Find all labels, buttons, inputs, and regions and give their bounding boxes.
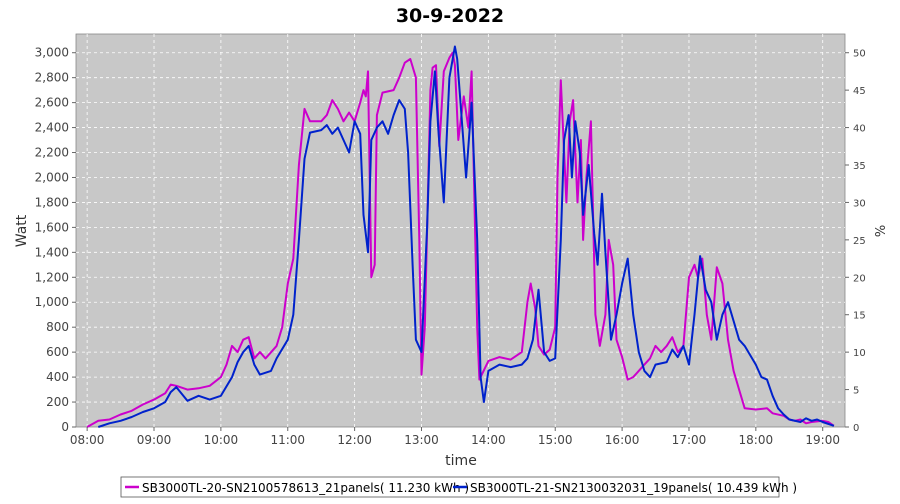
y2-tick-label: 20 <box>853 273 866 284</box>
x-tick-label: 09:00 <box>137 433 172 447</box>
x-tick-label: 18:00 <box>739 433 774 447</box>
y2-tick-label: 45 <box>853 86 866 97</box>
y-tick-label: 1,600 <box>35 220 69 234</box>
x-tick-label: 16:00 <box>605 433 640 447</box>
y-tick-label: 800 <box>46 320 69 334</box>
x-tick-label: 08:00 <box>70 433 105 447</box>
y-axis-right: 0 5 10 15 20 25 30 35 40 45 50 <box>845 49 866 434</box>
x-tick-label: 17:00 <box>672 433 707 447</box>
series-lines <box>86 45 835 428</box>
y-tick-label: 1,800 <box>35 195 69 209</box>
x-tick-label: 11:00 <box>270 433 305 447</box>
y-tick-label: 2,200 <box>35 146 69 160</box>
y2-tick-label: 25 <box>853 236 866 247</box>
y2-tick-label: 10 <box>853 348 866 359</box>
series-line-2 <box>97 45 835 428</box>
y-tick-label: 2,400 <box>35 121 69 135</box>
chart-title: 30-9-2022 <box>396 5 504 27</box>
y2-tick-label: 30 <box>853 198 866 209</box>
y2-tick-label: 40 <box>853 124 866 135</box>
y-tick-label: 3,000 <box>35 46 69 60</box>
y-tick-label: 1,200 <box>35 270 69 284</box>
y2-tick-label: 0 <box>853 423 859 434</box>
y2-tick-label: 35 <box>853 161 866 172</box>
x-tick-label: 10:00 <box>204 433 239 447</box>
x-tick-label: 12:00 <box>337 433 372 447</box>
y-tick-label: 2,000 <box>35 170 69 184</box>
x-tick-label: 19:00 <box>805 433 840 447</box>
y2-tick-label: 15 <box>853 311 866 322</box>
legend: SB3000TL-20-SN2100578613_21panels( 11.23… <box>120 476 797 498</box>
legend-label-1: SB3000TL-20-SN2100578613_21panels( 11.23… <box>142 481 469 495</box>
y2-axis-label: % <box>874 225 889 237</box>
y-tick-label: 1,000 <box>35 295 69 309</box>
x-tick-label: 14:00 <box>471 433 506 447</box>
x-axis-label: time <box>445 453 477 469</box>
x-axis: 08:00 09:00 10:00 11:00 12:00 13:00 14:00 15:00… <box>70 427 840 447</box>
legend-box <box>120 476 780 498</box>
y-tick-label: 0 <box>61 420 69 434</box>
x-tick-label: 13:00 <box>404 433 439 447</box>
y-tick-label: 400 <box>46 370 69 384</box>
y-tick-label: 200 <box>46 395 69 409</box>
y-tick-label: 2,600 <box>35 96 69 110</box>
y-tick-label: 600 <box>46 345 69 359</box>
x-tick-label: 15:00 <box>538 433 573 447</box>
y-tick-label: 2,800 <box>35 71 69 85</box>
legend-label-2: SB3000TL-21-SN2130032031_19panels( 10.43… <box>470 481 797 495</box>
series-line-1 <box>86 51 835 428</box>
y2-tick-label: 50 <box>853 49 866 60</box>
y2-tick-label: 5 <box>853 386 859 397</box>
y-axis-label: Watt <box>14 214 30 247</box>
y-tick-label: 1,400 <box>35 245 69 259</box>
y-axis-left: 0 200 400 600 800 1,000 1,200 1,400 1,600 1,800 2,… <box>35 46 76 434</box>
